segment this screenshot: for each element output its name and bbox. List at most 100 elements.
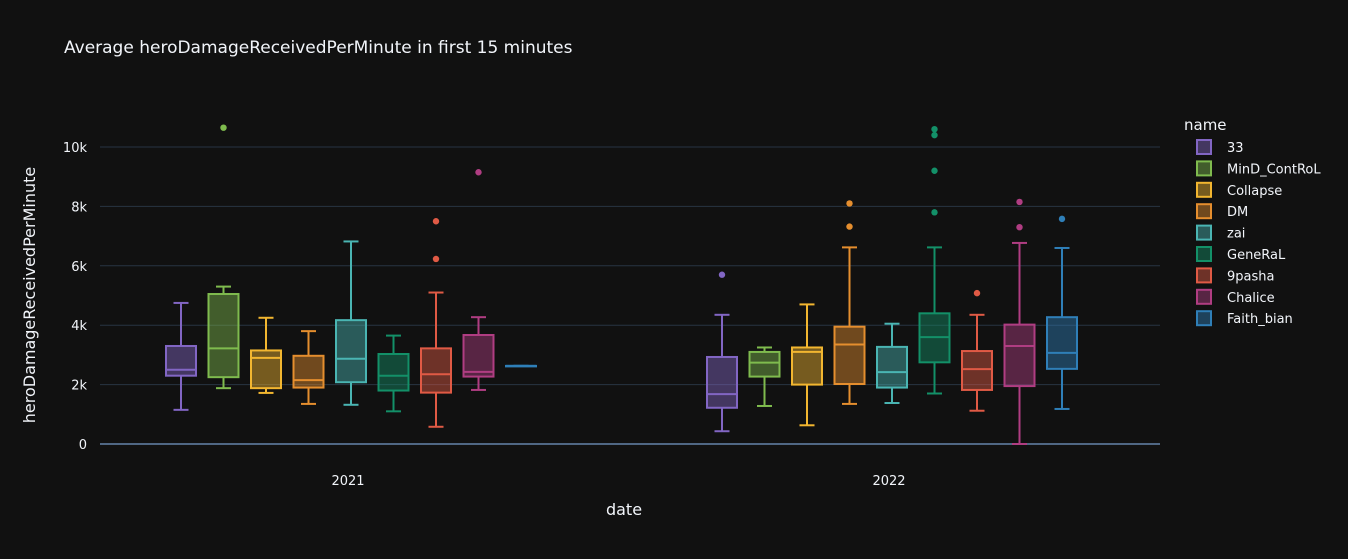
box-Faith_bian-2021 [505, 364, 537, 368]
iqr-box [1046, 316, 1078, 370]
x-tick-label: 2021 [331, 474, 364, 489]
legend-label: GeneRaL [1227, 248, 1286, 263]
y-tick-label: 2k [71, 379, 87, 394]
series-zai [335, 240, 908, 406]
box-9pasha-2022 [961, 289, 993, 412]
box-GeneRaL-2022 [918, 125, 951, 395]
iqr-box [207, 293, 240, 379]
legend-item-Collapse: Collapse [1196, 181, 1282, 199]
box-Chalice-2022 [1003, 198, 1036, 445]
x-tick-labels: 2021 2022 [331, 474, 905, 489]
legend-item-33: 33 [1196, 139, 1244, 156]
box-Collapse-2021 [250, 316, 282, 394]
legend-item-9pasha: 9pasha [1196, 267, 1274, 284]
series-33 [165, 271, 738, 433]
box-zai-2022 [876, 322, 908, 405]
iqr-box [706, 355, 738, 409]
outlier-point [475, 169, 482, 176]
legend: name 33 MinD_ContRoL Collapse DM zai GeneRaL 9… [1184, 116, 1321, 327]
x-tick-label: 2022 [872, 474, 905, 489]
outlier-point [931, 167, 938, 174]
outlier-point [220, 124, 227, 131]
outlier-point [846, 200, 853, 207]
outlier-point [432, 218, 440, 225]
legend-swatch [1196, 160, 1212, 177]
series-MinD_ContRoL [207, 124, 781, 407]
box-9pasha-2021 [420, 218, 452, 428]
legend-swatch [1196, 310, 1212, 327]
y-tick-label: 6k [71, 260, 87, 275]
outlier-point [931, 125, 938, 133]
outlier-point [973, 289, 981, 297]
iqr-box [876, 345, 908, 389]
legend-swatch [1196, 288, 1212, 305]
outlier-point [931, 209, 938, 216]
legend-items: 33 MinD_ContRoL Collapse DM zai GeneRaL 9pasha… [1196, 139, 1321, 327]
iqr-box [165, 344, 197, 377]
y-tick-label: 4k [71, 319, 87, 334]
iqr-box [791, 346, 823, 386]
box-33-2022 [706, 271, 738, 433]
legend-label: Chalice [1227, 291, 1275, 306]
legend-item-MinD_ContRoL: MinD_ContRoL [1196, 160, 1321, 177]
y-tick-label: 8k [71, 200, 87, 215]
box-zai-2021 [335, 240, 367, 406]
legend-item-Chalice: Chalice [1196, 288, 1275, 306]
box-MinD_ContRoL-2021 [207, 124, 240, 390]
legend-label: DM [1227, 205, 1248, 220]
legend-swatch [1196, 267, 1212, 284]
series-Faith_bian [505, 215, 1078, 410]
legend-item-Faith_bian: Faith_bian [1196, 310, 1293, 327]
outlier-point [1016, 223, 1023, 231]
series-Chalice [462, 169, 1036, 445]
box-33-2021 [165, 301, 197, 411]
y-tick-label: 0 [79, 438, 87, 453]
legend-item-DM: DM [1196, 203, 1248, 220]
iqr-box [462, 334, 495, 378]
outlier-point [931, 131, 938, 139]
outlier-point [1016, 198, 1023, 206]
outlier-point [432, 255, 440, 263]
iqr-box [1003, 323, 1036, 388]
legend-item-zai: zai [1196, 224, 1245, 242]
outlier-point [846, 223, 853, 230]
legend-swatch [1196, 224, 1212, 241]
legend-label: MinD_ContRoL [1227, 162, 1321, 177]
box-DM-2022 [833, 200, 866, 405]
box-Faith_bian-2022 [1046, 215, 1078, 410]
outlier-point [1058, 215, 1066, 223]
box-DM-2021 [292, 330, 325, 405]
iqr-box [377, 353, 410, 392]
legend-title: name [1184, 116, 1227, 134]
legend-label: 9pasha [1227, 269, 1274, 284]
box-GeneRaL-2021 [377, 334, 410, 413]
iqr-box [420, 347, 452, 394]
gridlines [100, 146, 1160, 445]
y-axis-title: heroDamageReceivedPerMinute [20, 167, 39, 423]
legend-swatch [1196, 139, 1212, 155]
iqr-box [250, 349, 282, 390]
series-GeneRaL [377, 125, 951, 413]
y-tick-label: 10k [63, 141, 88, 156]
box-series [165, 124, 1078, 445]
x-axis-title: date [606, 500, 642, 519]
legend-label: Collapse [1227, 184, 1282, 199]
series-DM [292, 200, 866, 405]
series-9pasha [420, 218, 993, 428]
series-Collapse [250, 303, 823, 427]
legend-label: 33 [1227, 141, 1244, 156]
iqr-box [961, 350, 993, 391]
box-Chalice-2021 [462, 169, 495, 391]
box-MinD_ContRoL-2022 [748, 346, 781, 407]
legend-swatch [1196, 181, 1212, 198]
chart-title: Average heroDamageReceivedPerMinute in f… [64, 38, 573, 58]
iqr-box [292, 354, 325, 389]
legend-item-GeneRaL: GeneRaL [1196, 246, 1286, 263]
iqr-box [335, 319, 367, 384]
box-Collapse-2022 [791, 303, 823, 427]
legend-label: Faith_bian [1227, 312, 1293, 327]
iqr-box [833, 325, 866, 386]
iqr-box [748, 350, 781, 378]
